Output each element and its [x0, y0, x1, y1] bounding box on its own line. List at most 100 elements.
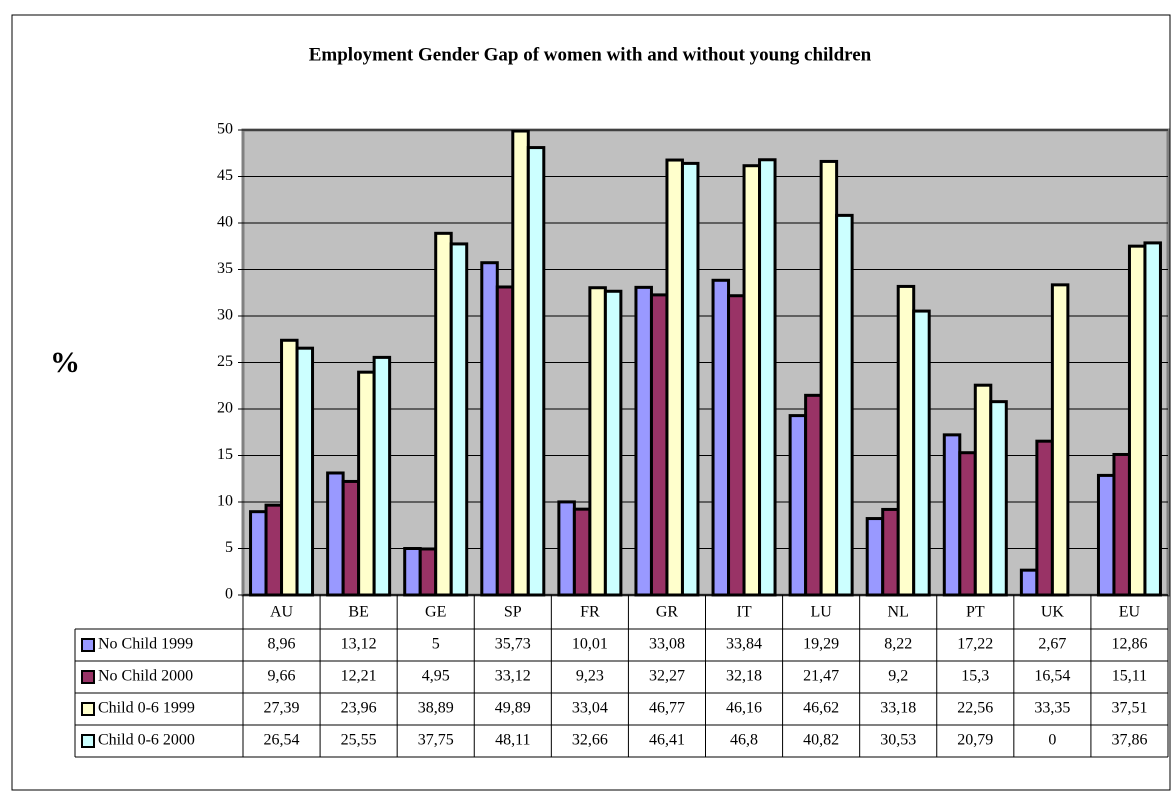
x-tick-label: GE: [425, 604, 446, 621]
y-tick-label: 20: [217, 400, 233, 417]
legend-label: No Child 1999: [98, 636, 193, 653]
table-value: 38,89: [418, 700, 454, 717]
y-tick-label: 40: [217, 214, 233, 231]
bar: [557, 500, 576, 597]
y-tick-label: 25: [217, 353, 233, 370]
x-tick-label: AU: [270, 604, 294, 621]
y-axis-label: %: [50, 346, 80, 379]
bar: [495, 285, 515, 597]
table-value: 35,73: [495, 636, 531, 653]
table-value: 33,12: [495, 668, 531, 685]
table-value: 9,2: [888, 668, 908, 685]
table-value: 30,53: [880, 732, 916, 749]
bar: [1035, 439, 1054, 597]
legend-key: [81, 638, 95, 652]
table-value: 12,86: [1111, 636, 1147, 653]
table-value: 46,62: [803, 700, 839, 717]
table-value: 17,22: [957, 636, 993, 653]
table-value: 15,3: [961, 668, 989, 685]
bar: [758, 158, 777, 597]
bar: [1112, 452, 1131, 597]
bar: [788, 414, 808, 597]
table-value: 37,51: [1111, 700, 1147, 717]
bar: [1019, 568, 1039, 597]
table-value: 0: [1048, 732, 1056, 749]
legend-key: [81, 670, 95, 684]
table-value: 10,01: [572, 636, 608, 653]
table-value: 19,29: [803, 636, 839, 653]
bar: [1050, 283, 1070, 597]
bar: [264, 503, 284, 597]
table-value: 8,96: [268, 636, 296, 653]
table-value: 32,66: [572, 732, 608, 749]
table-value: 20,79: [957, 732, 993, 749]
table-value: 46,8: [730, 732, 758, 749]
table-value: 23,96: [341, 700, 377, 717]
table-value: 46,41: [649, 732, 685, 749]
x-tick-label: GR: [656, 604, 679, 621]
legend-key: [81, 702, 95, 716]
bar: [280, 338, 299, 597]
x-tick-label: BE: [348, 604, 368, 621]
bar: [973, 383, 993, 597]
table-value: 13,12: [341, 636, 377, 653]
bar: [403, 547, 422, 597]
bar: [249, 510, 268, 597]
table-value: 46,77: [649, 700, 685, 717]
x-tick-label: NL: [888, 604, 909, 621]
bar: [341, 479, 361, 597]
table-value: 9,23: [576, 668, 604, 685]
bar: [634, 285, 653, 597]
bar: [418, 547, 438, 597]
chart-title: Employment Gender Gap of women with and …: [309, 44, 872, 65]
table-value: 5: [432, 636, 440, 653]
y-tick-label: 5: [225, 539, 233, 556]
table-value: 48,11: [495, 732, 530, 749]
bar: [835, 213, 854, 597]
bar: [742, 164, 762, 597]
bar: [1096, 473, 1116, 597]
bar: [603, 289, 623, 597]
bar: [511, 129, 530, 597]
y-tick-label: 45: [217, 167, 233, 184]
table-value: 22,56: [957, 700, 993, 717]
bar: [912, 309, 931, 597]
table-value: 25,55: [341, 732, 377, 749]
y-tick-label: 0: [225, 586, 233, 603]
bar: [326, 471, 345, 597]
bar: [958, 451, 977, 597]
bar: [680, 161, 700, 597]
bar: [588, 286, 607, 597]
table-value: 37,75: [418, 732, 454, 749]
y-tick-label: 10: [217, 493, 233, 510]
table-value: 27,39: [264, 700, 300, 717]
x-tick-label: SP: [504, 604, 522, 621]
table-value: 33,84: [726, 636, 762, 653]
table-value: 21,47: [803, 668, 839, 685]
table-value: 46,16: [726, 700, 762, 717]
bar: [1127, 244, 1147, 597]
table-value: 33,04: [572, 700, 608, 717]
table-value: 32,27: [649, 668, 685, 685]
y-tick-label: 50: [217, 121, 233, 138]
bar: [372, 355, 392, 597]
x-tick-label: LU: [810, 604, 832, 621]
y-tick-label: 15: [217, 446, 233, 463]
legend-key: [81, 734, 95, 748]
x-tick-label: PT: [966, 604, 985, 621]
x-tick-label: IT: [736, 604, 751, 621]
bar: [572, 507, 592, 597]
bar: [711, 278, 731, 597]
table-value: 33,18: [880, 700, 916, 717]
table-value: 33,35: [1034, 700, 1070, 717]
bar: [942, 433, 962, 597]
table-value: 16,54: [1034, 668, 1070, 685]
bar: [357, 370, 376, 597]
table-value: 2,67: [1038, 636, 1066, 653]
table-value: 49,89: [495, 700, 531, 717]
bar: [1143, 241, 1162, 597]
table-value: 33,08: [649, 636, 685, 653]
x-tick-label: EU: [1119, 604, 1141, 621]
bar: [665, 158, 684, 597]
